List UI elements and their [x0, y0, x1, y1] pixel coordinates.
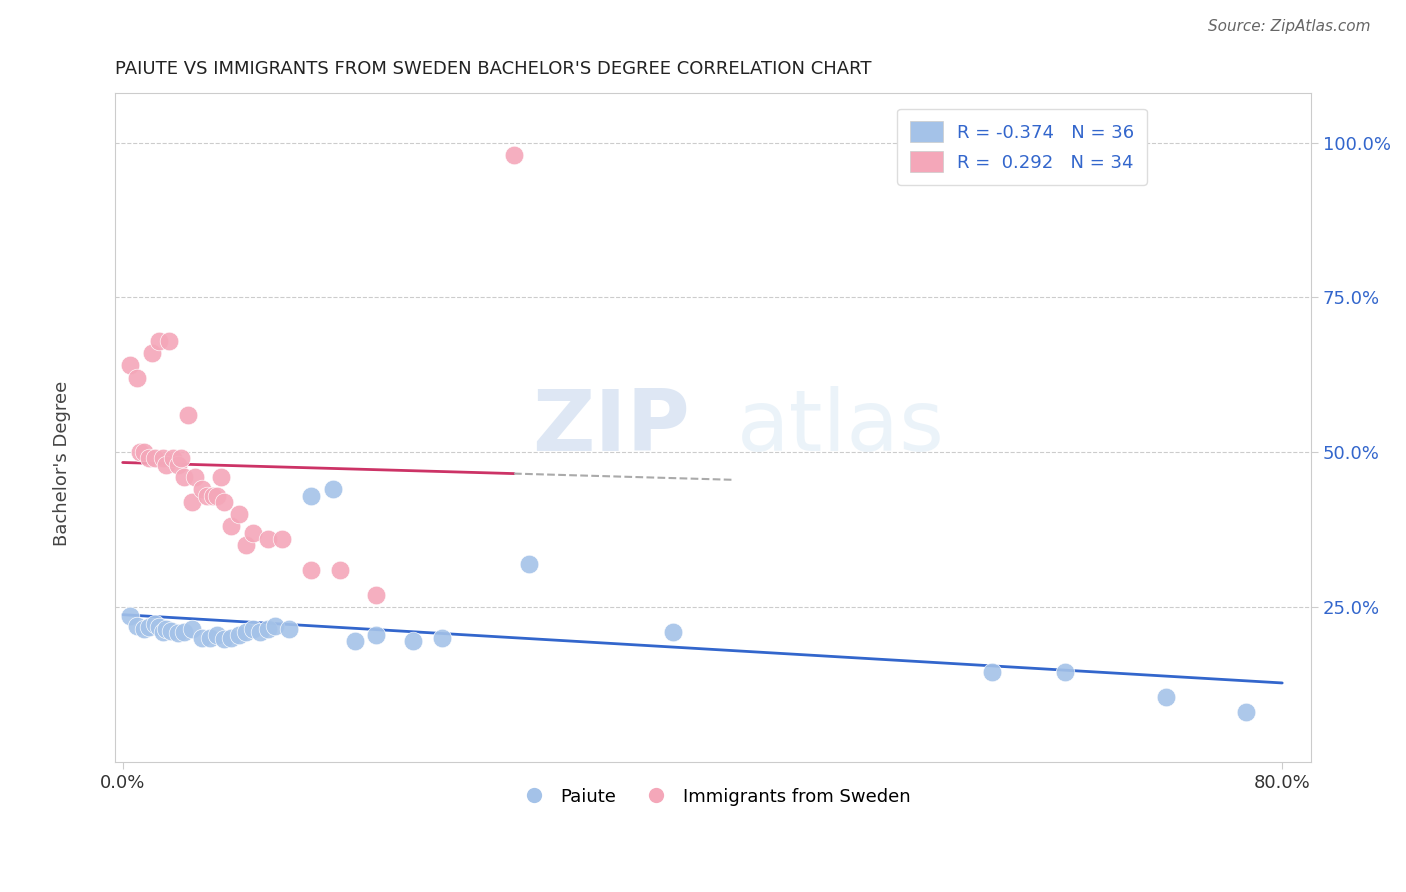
Text: ZIP: ZIP: [531, 386, 689, 469]
Point: [366, 588, 388, 602]
Point: [155, 458, 177, 472]
Legend: Paiute, Immigrants from Sweden: Paiute, Immigrants from Sweden: [509, 780, 918, 813]
Point: [148, 620, 170, 634]
Point: [249, 624, 271, 639]
Point: [256, 622, 278, 636]
Point: [981, 665, 1004, 679]
Text: Source: ZipAtlas.com: Source: ZipAtlas.com: [1208, 20, 1371, 34]
Point: [166, 458, 188, 472]
Point: [169, 451, 191, 466]
Point: [118, 609, 141, 624]
Point: [256, 532, 278, 546]
Point: [201, 489, 224, 503]
Text: atlas: atlas: [737, 386, 945, 469]
Point: [299, 563, 322, 577]
Point: [152, 451, 174, 466]
Point: [264, 618, 287, 632]
Point: [191, 631, 214, 645]
Point: [1053, 665, 1076, 679]
Point: [157, 334, 180, 348]
Point: [366, 628, 388, 642]
Point: [278, 622, 301, 636]
Point: [143, 451, 166, 466]
Point: [181, 622, 204, 636]
Point: [322, 483, 344, 497]
Point: [127, 618, 149, 632]
Point: [430, 631, 453, 645]
Point: [184, 470, 207, 484]
Point: [221, 631, 243, 645]
Point: [162, 451, 184, 466]
Point: [329, 563, 352, 577]
Point: [343, 634, 366, 648]
Point: [173, 624, 195, 639]
Point: [228, 507, 250, 521]
Text: PAIUTE VS IMMIGRANTS FROM SWEDEN BACHELOR'S DEGREE CORRELATION CHART: PAIUTE VS IMMIGRANTS FROM SWEDEN BACHELO…: [115, 60, 872, 78]
Point: [662, 624, 685, 639]
Point: [242, 622, 264, 636]
Point: [209, 470, 232, 484]
Point: [166, 626, 188, 640]
Point: [235, 538, 257, 552]
Point: [138, 620, 160, 634]
Point: [127, 371, 149, 385]
Point: [503, 148, 526, 162]
Point: [181, 494, 204, 508]
Point: [152, 624, 174, 639]
Point: [221, 519, 243, 533]
Text: Bachelor's Degree: Bachelor's Degree: [53, 381, 72, 547]
Point: [134, 622, 156, 636]
Point: [205, 628, 228, 642]
Point: [198, 631, 221, 645]
Point: [401, 634, 423, 648]
Point: [173, 470, 195, 484]
Point: [212, 494, 235, 508]
Point: [212, 632, 235, 647]
Point: [235, 624, 257, 639]
Point: [159, 624, 181, 638]
Point: [143, 617, 166, 632]
Point: [129, 445, 152, 459]
Point: [205, 489, 228, 503]
Point: [299, 489, 322, 503]
Point: [1154, 690, 1177, 704]
Point: [138, 451, 160, 466]
Point: [177, 408, 200, 422]
Point: [134, 445, 156, 459]
Point: [195, 489, 218, 503]
Point: [1234, 705, 1257, 719]
Point: [242, 525, 264, 540]
Point: [191, 483, 214, 497]
Point: [517, 557, 540, 571]
Point: [228, 628, 250, 642]
Point: [271, 532, 294, 546]
Point: [141, 346, 163, 360]
Point: [148, 334, 170, 348]
Point: [155, 622, 177, 636]
Point: [118, 359, 141, 373]
